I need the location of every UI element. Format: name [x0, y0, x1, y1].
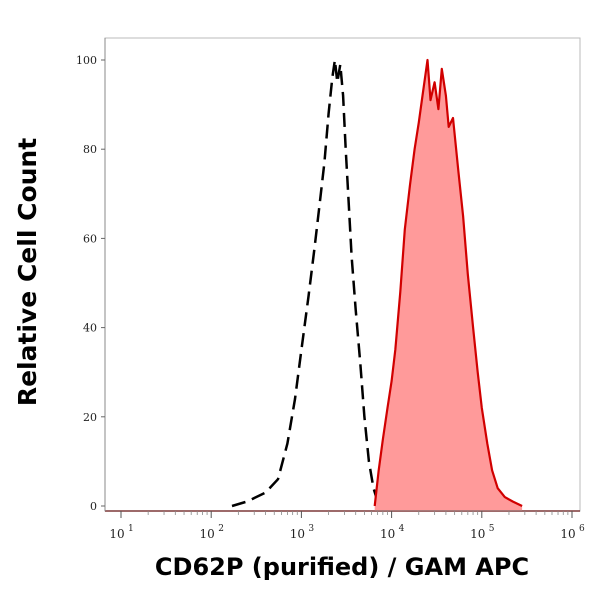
x-axis-label: CD62P (purified) / GAM APC: [155, 553, 529, 581]
series-1-line: [373, 58, 523, 507]
y-tick-label: 100: [76, 54, 97, 67]
x-tick-exponent: 5: [489, 524, 495, 534]
y-tick-label: 0: [90, 500, 97, 513]
y-tick-label: 40: [83, 322, 97, 335]
y-tick-label: 20: [83, 411, 97, 424]
x-tick-label: 10: [470, 527, 485, 541]
series-layer: [105, 58, 580, 512]
axis-layer: [104, 38, 580, 512]
series-0-line: [231, 58, 384, 508]
x-tick-exponent: 6: [579, 524, 585, 534]
x-tick-label: 10: [200, 527, 215, 541]
x-tick-label: 10: [560, 527, 575, 541]
x-tick-label: 10: [290, 527, 305, 541]
y-tick-label: 60: [83, 232, 97, 245]
x-tick-exponent: 3: [308, 524, 314, 534]
x-tick-exponent: 1: [128, 524, 134, 534]
x-tick-exponent: 2: [218, 524, 224, 534]
series-1-area: [374, 60, 523, 511]
x-tick-exponent: 4: [399, 524, 405, 534]
x-tick-label: 10: [380, 527, 395, 541]
plot-frame: [104, 37, 581, 512]
y-tick-label: 80: [83, 143, 97, 156]
x-tick-label: 10: [109, 527, 124, 541]
y-axis-label: Relative Cell Count: [13, 138, 42, 406]
